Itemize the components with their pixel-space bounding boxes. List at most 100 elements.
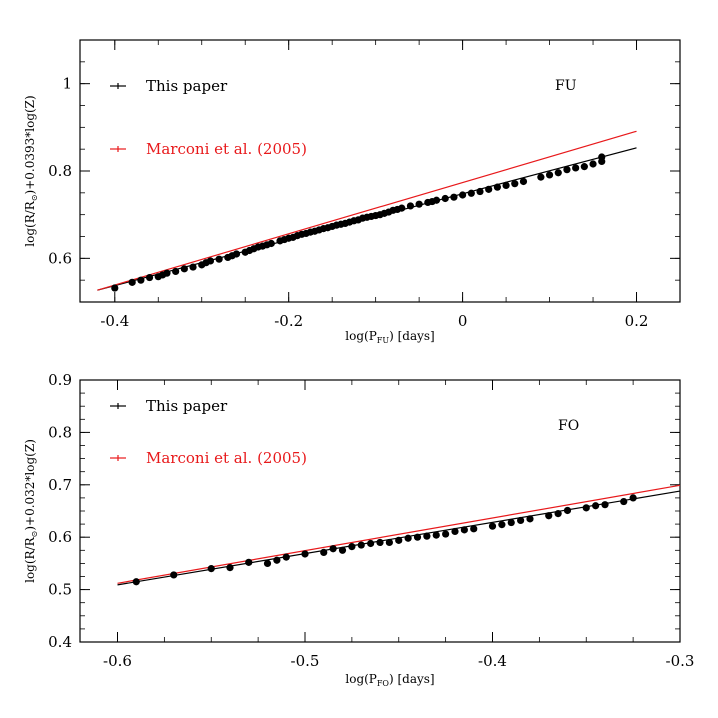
x-tick-label: 0	[458, 312, 468, 330]
x-tick-label: -0.6	[103, 652, 132, 670]
fit-line-marconi	[117, 484, 681, 584]
y-tick-label: 0.9	[48, 371, 72, 389]
y-tick-label: 0.5	[48, 581, 72, 599]
data-point	[338, 546, 347, 554]
data-point	[206, 257, 215, 265]
data-point	[470, 525, 478, 533]
data-point	[189, 263, 197, 271]
data-point	[498, 521, 506, 529]
data-point	[537, 173, 545, 181]
data-point	[441, 194, 449, 203]
data-point	[629, 494, 637, 502]
data-point	[620, 497, 628, 506]
data-point	[215, 255, 223, 263]
data-point	[163, 269, 171, 277]
data-point	[507, 518, 515, 527]
data-point	[450, 193, 458, 201]
data-point	[207, 565, 215, 573]
legend-entry: This paper	[110, 397, 228, 415]
data-point	[460, 526, 468, 534]
data-point	[511, 180, 519, 188]
data-point	[413, 533, 422, 541]
data-point	[563, 506, 572, 515]
y-axis-label: log(R/R⊙)+0.0393*log(Z)	[23, 95, 39, 246]
data-point	[476, 187, 484, 196]
legend-label: This paper	[146, 397, 228, 415]
data-point	[180, 265, 188, 273]
x-tick-label: -0.4	[100, 312, 129, 330]
panel-label: FU	[555, 78, 577, 94]
data-point	[301, 550, 309, 558]
data-point	[493, 183, 501, 191]
legend-entry: This paper	[110, 77, 228, 95]
data-point	[459, 191, 467, 199]
panel-fo: -0.6 -0.5 -0.4 -0.3 0.4 0.5 0.6 0.7 0.8 0.9 This p…	[23, 371, 694, 688]
data-point	[245, 558, 253, 566]
data-point	[582, 504, 590, 512]
data-point	[554, 169, 562, 177]
y-tick-label: 0.7	[48, 476, 72, 494]
data-point	[128, 278, 136, 286]
data-point	[589, 160, 597, 168]
legend-label: Marconi et al. (2005)	[146, 449, 307, 467]
data-point	[545, 512, 553, 520]
data-point	[329, 545, 337, 553]
x-tick-label: -0.5	[291, 652, 320, 670]
data-point	[517, 516, 525, 525]
y-tick-label: 0.8	[48, 162, 72, 180]
data-point	[467, 189, 475, 197]
x-tick-label: -0.3	[666, 652, 695, 670]
x-axis-label: log(PFU) [days]	[345, 329, 434, 345]
data-point	[367, 539, 375, 548]
x-tick-label: 0.2	[625, 312, 649, 330]
x-tick-label: -0.4	[478, 652, 507, 670]
data-point	[111, 284, 119, 292]
data-point	[273, 556, 281, 564]
panel-fu: -0.4 -0.2 0 0.2 0.6 0.8 1 This paper Marconi et …	[23, 39, 681, 345]
y-axis-label: log(R/R⊙)+0.032*log(Z)	[23, 439, 39, 583]
data-point	[404, 534, 412, 542]
data-point	[572, 164, 580, 172]
data-point	[415, 200, 423, 208]
data-point	[554, 510, 562, 518]
panel-label: FO	[558, 418, 579, 434]
data-point	[137, 276, 145, 284]
data-point	[348, 543, 356, 551]
data-point	[172, 267, 180, 276]
data-point	[132, 578, 140, 586]
data-point	[545, 171, 554, 179]
data-point	[423, 532, 431, 540]
data-point	[398, 204, 406, 212]
data-point	[563, 166, 571, 174]
data-point	[232, 250, 241, 258]
data-point	[376, 538, 384, 547]
data-point	[267, 239, 275, 248]
data-point	[282, 553, 290, 561]
legend-entry: Marconi et al. (2005)	[110, 140, 307, 158]
data-point	[526, 515, 534, 523]
x-axis-label: log(PFO) [days]	[345, 672, 434, 688]
data-point	[502, 181, 510, 190]
data-point	[145, 273, 154, 282]
data-point	[592, 502, 600, 510]
data-point	[263, 559, 272, 568]
data-point	[406, 202, 415, 210]
y-tick-label: 1	[62, 75, 72, 93]
data-point	[580, 163, 588, 171]
legend-label: Marconi et al. (2005)	[146, 140, 307, 158]
legend-label: This paper	[146, 77, 228, 95]
y-tick-label: 0.6	[48, 528, 72, 546]
data-point	[451, 527, 459, 536]
y-tick-label: 0.8	[48, 423, 72, 441]
plot-frame	[79, 379, 681, 643]
y-tick-label: 0.4	[48, 633, 72, 651]
data-point	[357, 541, 365, 549]
y-tick-label: 0.6	[48, 249, 72, 267]
data-point	[488, 522, 497, 530]
data-point	[519, 177, 528, 186]
data-point	[598, 153, 606, 161]
data-point	[395, 536, 403, 544]
fit-line-marconi	[97, 130, 637, 291]
data-point	[320, 548, 328, 556]
